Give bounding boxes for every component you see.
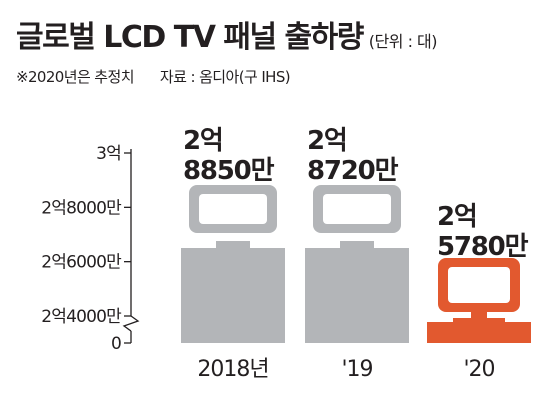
bars xyxy=(181,248,531,343)
category-label: '19 xyxy=(341,357,372,382)
bar xyxy=(305,248,409,343)
y-axis xyxy=(122,149,140,343)
y-tick-label: 0 xyxy=(111,334,121,354)
value-label-line2: 5780만 xyxy=(437,232,529,262)
value-label-line1: 2억 xyxy=(307,126,347,156)
category-label: '20 xyxy=(463,357,494,382)
tv-screen xyxy=(448,267,510,303)
y-tick-label: 2억8000만 xyxy=(41,198,122,218)
tv-neck xyxy=(471,312,487,318)
value-label-line1: 2억 xyxy=(183,126,223,156)
y-tick-labels: 0 2억4000만 2억6000만 2억8000만 3억 xyxy=(41,144,131,354)
axis-break-mark xyxy=(122,315,140,332)
note-row: ※2020년은 추정치 자료 : 옴디아(구 IHS) xyxy=(16,66,291,87)
tv-screen xyxy=(199,194,267,224)
value-label-line1: 2억 xyxy=(437,202,477,232)
chart-title: 글로벌 LCD TV 패널 출하량 xyxy=(16,20,364,55)
title-row: 글로벌 LCD TV 패널 출하량 (단위 : 대) xyxy=(16,12,438,56)
value-label-line2: 8720만 xyxy=(307,156,399,186)
estimate-note: ※2020년은 추정치 xyxy=(16,68,135,86)
y-tick-label: 3억 xyxy=(96,144,121,164)
tv-base xyxy=(453,318,505,322)
tv-stand xyxy=(216,241,250,248)
tv-icons xyxy=(189,185,520,322)
y-tick-label: 2억6000만 xyxy=(41,253,122,273)
source-note: 자료 : 옴디아(구 IHS) xyxy=(159,68,291,86)
unit-label: (단위 : 대) xyxy=(368,32,438,51)
category-label: 2018년 xyxy=(197,357,268,382)
y-tick-label: 2억4000만 xyxy=(41,307,122,327)
tv-screen xyxy=(323,194,391,224)
bar xyxy=(427,322,531,343)
category-labels: 2018년 '19 '20 xyxy=(197,357,495,382)
bar xyxy=(181,248,285,343)
value-label-line2: 8850만 xyxy=(183,156,275,186)
tv-stand xyxy=(340,241,374,248)
